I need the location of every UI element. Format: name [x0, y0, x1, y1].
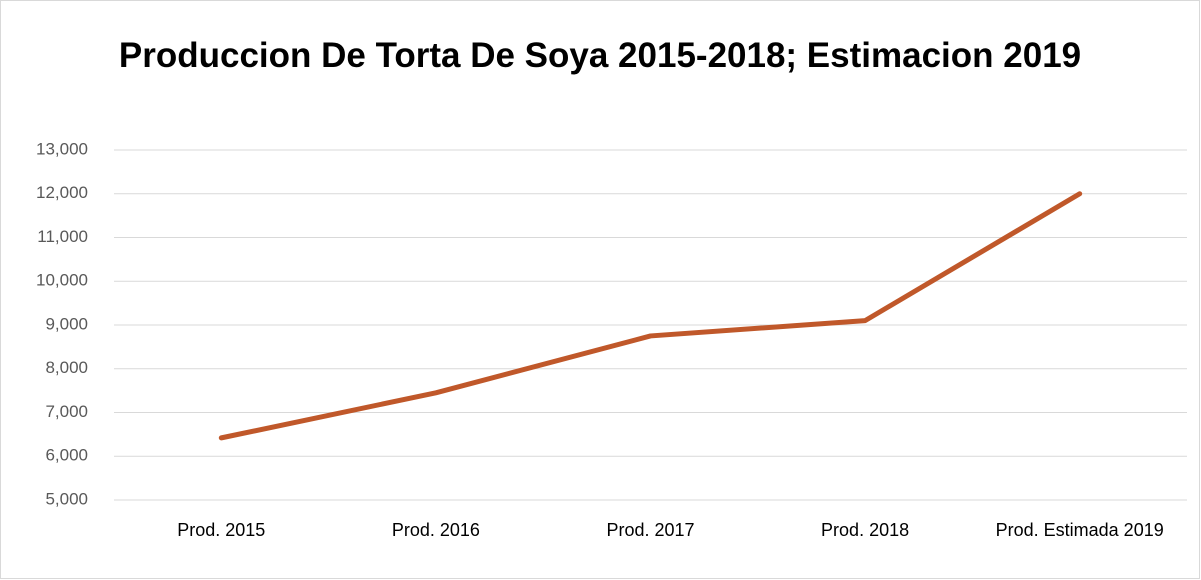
x-tick-label: Prod. 2016	[391, 520, 480, 540]
y-tick-label: 10,000	[36, 271, 88, 290]
x-tick-label: Prod. 2018	[821, 520, 910, 540]
x-tick-label: Prod. Estimada 2019	[995, 520, 1164, 540]
line-series	[218, 191, 1083, 441]
x-tick-label: Prod. 2017	[606, 520, 695, 540]
y-tick-label: 11,000	[37, 227, 88, 246]
y-tick-label: 9,000	[45, 314, 88, 333]
y-tick-label: 6,000	[45, 446, 88, 465]
y-tick-label: 12,000	[36, 183, 88, 202]
chart-title: Produccion De Torta De Soya 2015-2018; E…	[118, 36, 1082, 75]
y-tick-label: 13,000	[36, 139, 88, 158]
y-tick-label: 7,000	[45, 402, 88, 421]
y-tick-label: 8,000	[45, 358, 88, 377]
y-tick-label: 5,000	[45, 489, 88, 508]
x-tick-label: Prod. 2015	[177, 520, 266, 540]
